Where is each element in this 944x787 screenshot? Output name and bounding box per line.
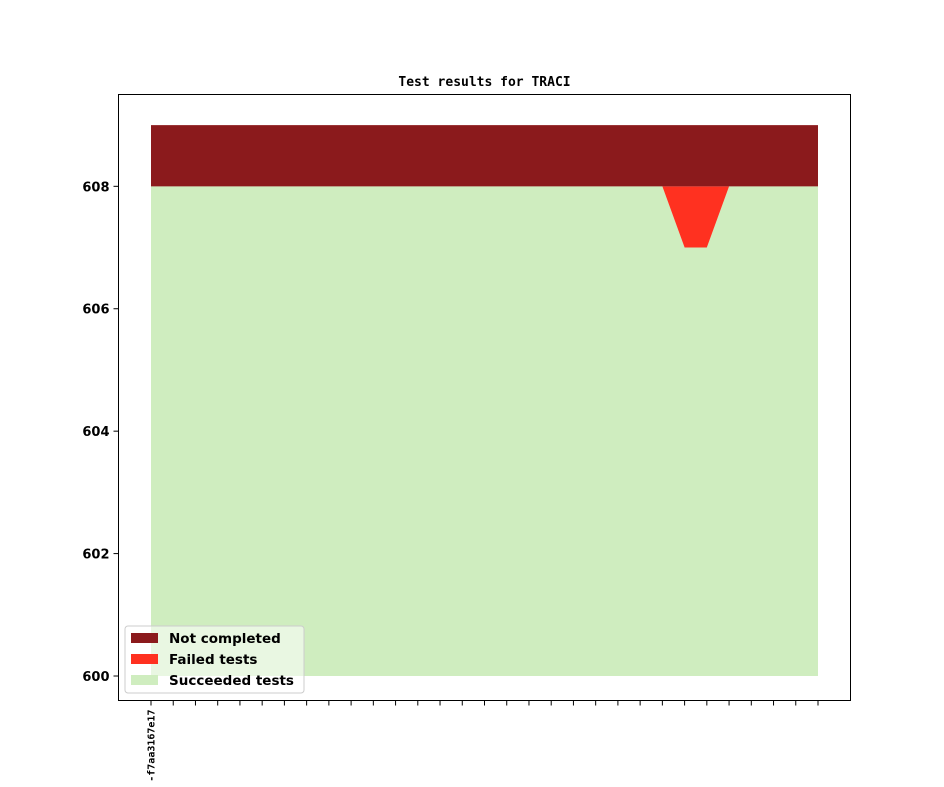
stacked-areas xyxy=(151,125,818,677)
ytick-label-608: 608 xyxy=(82,180,109,195)
ytick-label-600: 600 xyxy=(82,670,109,685)
ytick-label-604: 604 xyxy=(82,425,109,440)
xtick-label-0: -f7aa3167e17 xyxy=(147,710,158,782)
area-not-completed xyxy=(151,125,818,187)
legend-swatch-not-completed xyxy=(131,633,158,643)
legend-swatch-succeeded-tests xyxy=(131,675,158,685)
legend-label-succeeded-tests: Succeeded tests xyxy=(169,673,294,689)
y-axis: 600 602 604 606 608 xyxy=(82,180,119,685)
ytick-label-602: 602 xyxy=(82,548,109,563)
ytick-label-606: 606 xyxy=(82,303,109,318)
chart-title: Test results for TRACI xyxy=(398,75,570,90)
area-failed-tests xyxy=(151,186,818,248)
legend-label-not-completed: Not completed xyxy=(169,631,281,647)
area-succeeded-tests xyxy=(151,186,818,677)
legend-label-failed-tests: Failed tests xyxy=(169,652,257,668)
x-axis: -f7aa3167e17 xyxy=(147,700,819,782)
legend-box xyxy=(124,625,305,694)
legend: Not completed Failed tests Succeeded tests xyxy=(124,625,305,694)
legend-swatch-failed-tests xyxy=(131,654,158,664)
